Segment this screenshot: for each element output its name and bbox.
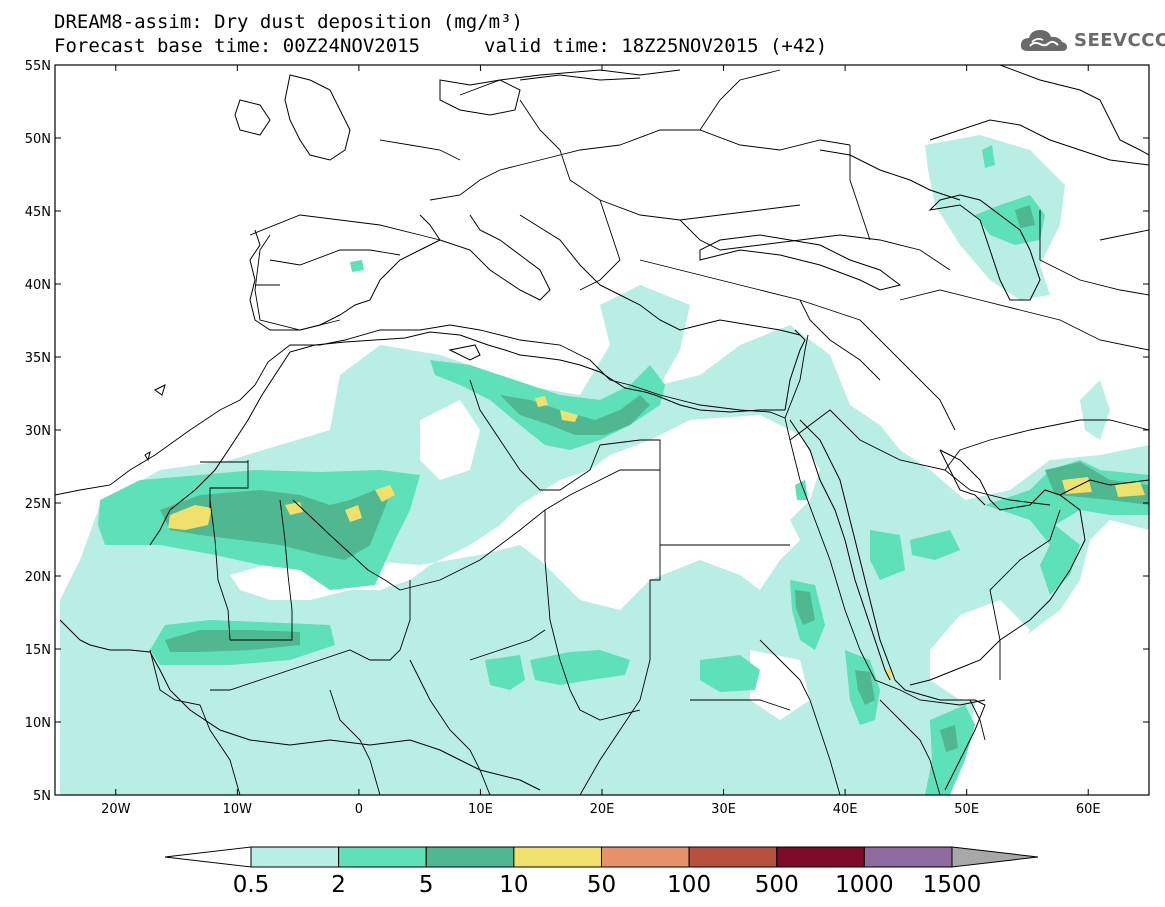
map-title: DREAM8-assim: Dry dust deposition (mg/m³… (54, 11, 523, 33)
colorbar-level-label: 2 (331, 872, 346, 898)
lat-tick-label: 15N (25, 643, 51, 658)
colorbar-level-label: 0.5 (233, 872, 270, 898)
lat-tick-label: 35N (25, 351, 51, 366)
lon-tick-label: 20W (101, 802, 131, 817)
colorbar-level-label: 10 (499, 872, 528, 898)
colorbar-swatch (338, 846, 427, 868)
colorbar-swatch (863, 846, 953, 868)
colorbar-under-arrow (164, 846, 252, 868)
lat-tick-label: 5N (33, 789, 51, 804)
colorbar-swatch (250, 846, 340, 868)
logo-text: SEEVCCC (1074, 29, 1165, 51)
colorbar-swatch (688, 846, 778, 868)
lat-tick-label: 40N (25, 278, 51, 293)
lat-tick-label: 20N (25, 570, 51, 585)
coastlines (59, 65, 1149, 791)
lon-tick-label: 10E (468, 802, 493, 817)
colorbar-level-label: 5 (419, 872, 434, 898)
lat-tick-label: 50N (25, 132, 51, 147)
axis-ticks: 55N 50N 45N 40N 35N 30N 25N 20N 15N 10N 5N 20W 10W 0 1… (25, 59, 1149, 817)
lon-tick-label: 50E (954, 802, 979, 817)
valid-time: valid time: 18Z25NOV2015 (+42) (484, 35, 828, 57)
lon-tick-label: 10W (223, 802, 253, 817)
lat-tick-label: 55N (25, 59, 51, 74)
dust-contours (60, 135, 1149, 795)
colorbar-over-arrow (951, 846, 1039, 868)
colorbar-level-label: 500 (755, 872, 799, 898)
colorbar-level-label: 50 (587, 872, 616, 898)
lat-tick-label: 25N (25, 497, 51, 512)
cloud-logo-icon (1020, 30, 1067, 51)
lon-tick-label: 0 (355, 802, 363, 817)
lon-tick-label: 40E (833, 802, 858, 817)
colorbar: 0.5 2 5 10 50 100 500 1000 1500 (164, 846, 1039, 898)
lat-tick-label: 10N (25, 716, 51, 731)
lat-tick-label: 30N (25, 424, 51, 439)
seevccc-logo: SEEVCCC (1018, 24, 1165, 56)
forecast-base-time: Forecast base time: 00Z24NOV2015 (54, 35, 421, 57)
colorbar-level-label: 1500 (923, 872, 982, 898)
lon-tick-label: 60E (1076, 802, 1101, 817)
lon-tick-label: 30E (711, 802, 736, 817)
colorbar-level-label: 100 (667, 872, 711, 898)
colorbar-swatch (601, 846, 690, 868)
lon-tick-label: 20E (590, 802, 615, 817)
colorbar-level-label: 1000 (835, 872, 894, 898)
lat-tick-label: 45N (25, 205, 51, 220)
colorbar-swatch (513, 846, 602, 868)
colorbar-swatch (425, 846, 515, 868)
colorbar-swatch (776, 846, 865, 868)
